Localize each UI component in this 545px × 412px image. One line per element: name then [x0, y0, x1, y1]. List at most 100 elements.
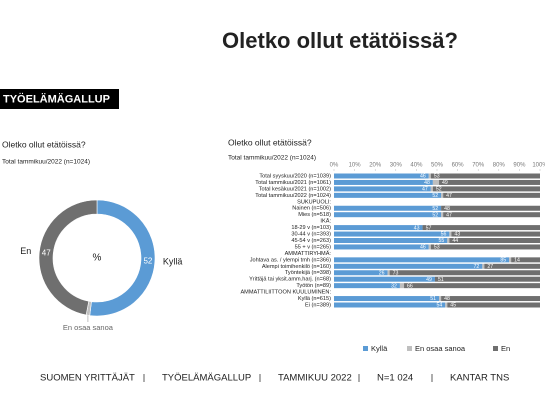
- bar-segment: [430, 244, 540, 250]
- category-label: Total kesäkuu/2021 (n=1002): [259, 186, 331, 192]
- category-label: Alempi toimihenkilö (n=160): [262, 264, 331, 270]
- legend-swatch: [407, 346, 412, 351]
- data-label: 56: [441, 232, 447, 238]
- data-label: 48: [424, 180, 430, 186]
- category-label: Mies (n=518): [298, 212, 331, 218]
- data-label: 73: [393, 270, 399, 276]
- x-tick-label: 20%: [369, 163, 382, 169]
- bar-segment: [449, 231, 452, 237]
- x-tick-label: 70%: [472, 163, 485, 169]
- center-label: %: [93, 253, 102, 264]
- bar-segment: [441, 296, 540, 302]
- bar-segment: [334, 257, 510, 263]
- bar-segment: [511, 257, 540, 263]
- data-label: 46: [420, 245, 426, 251]
- bar-segment: [334, 244, 429, 250]
- bar-segment: [430, 186, 433, 192]
- bar-segment: [443, 212, 540, 218]
- x-tick-label: 80%: [493, 163, 506, 169]
- x-tick-label: 100%: [532, 163, 545, 169]
- bar-segment: [334, 238, 448, 243]
- legend-label: En: [501, 344, 510, 353]
- bar-segment: [441, 205, 540, 211]
- data-label: 55: [439, 238, 445, 244]
- data-label: 52: [432, 206, 438, 212]
- category-label: 18-29 v (n=103): [291, 225, 331, 231]
- category-label: AMMATTILIITTOON KUULUMINEN:: [240, 290, 331, 296]
- data-label: 49: [426, 277, 432, 283]
- data-label: 44: [452, 238, 458, 244]
- data-label: 46: [420, 174, 426, 180]
- chart-subtitle: Total tammikuu/2022 (n=1024): [228, 155, 316, 162]
- bar-segment: [334, 296, 440, 302]
- data-label: 52: [432, 212, 438, 218]
- category-label: Kyllä (n=615): [298, 296, 331, 302]
- data-label: 32: [391, 283, 397, 289]
- footer-item: KANTAR TNS: [450, 373, 509, 384]
- legend-swatch: [363, 346, 368, 351]
- bar-segment: [449, 238, 540, 243]
- brand-box: [0, 89, 119, 109]
- data-label: 53: [434, 174, 440, 180]
- category-label: IKÄ:: [320, 218, 331, 225]
- data-label: 72: [474, 264, 480, 270]
- legend-swatch: [493, 346, 498, 351]
- category-label: 55 + v (n=265): [295, 244, 332, 250]
- footer-item: TAMMIKUU 2022: [278, 373, 352, 384]
- bar-segment: [334, 283, 400, 289]
- bar-segment: [443, 192, 540, 198]
- category-label: Kyllä: [163, 257, 183, 267]
- data-label: 49: [442, 180, 448, 186]
- bar-segment: [445, 302, 448, 308]
- category-label: Total tammikuu/2021 (n=1061): [255, 180, 331, 186]
- legend-label: En osaa sanoa: [415, 344, 466, 353]
- chart-title: Oletko ollut etätöissä?: [2, 139, 86, 149]
- bar-segment: [399, 283, 405, 289]
- data-label: 47: [446, 212, 452, 218]
- data-label: 26: [379, 270, 385, 276]
- bar-segment: [434, 276, 540, 282]
- bar-segment: [334, 173, 429, 179]
- bar-segment: [441, 192, 444, 198]
- bar-segment: [334, 270, 388, 276]
- bar-segment: [428, 244, 431, 250]
- bar-segment: [428, 173, 431, 179]
- x-tick-label: 40%: [410, 163, 423, 169]
- x-tick-label: 30%: [390, 163, 403, 169]
- bar-segment: [447, 238, 450, 243]
- bar-segment: [334, 212, 442, 218]
- category-label: Ei (n=389): [305, 302, 331, 308]
- category-label: SUKUPUOLI:: [297, 199, 331, 205]
- data-label: 48: [444, 296, 450, 302]
- bar-segment: [404, 283, 540, 289]
- data-label: 53: [434, 245, 440, 251]
- data-label: 43: [414, 225, 420, 231]
- chart-title: Oletko ollut etätöissä?: [228, 137, 312, 147]
- data-label: 47: [42, 248, 51, 257]
- bar-segment: [484, 263, 540, 269]
- data-label: 85: [500, 258, 506, 264]
- category-label: Total tammikuu/2022 (n=1024): [255, 193, 331, 199]
- data-label: 45: [450, 303, 456, 309]
- data-label: 27: [487, 264, 493, 270]
- bar-segment: [334, 231, 450, 237]
- x-tick-label: 60%: [452, 163, 465, 169]
- data-label: 52: [432, 193, 438, 199]
- data-label: 43: [454, 232, 460, 238]
- category-label: Työntekijä (n=398): [285, 270, 331, 276]
- category-label: 45-54 v (n=263): [291, 238, 331, 244]
- category-label: En osaa sanoa: [63, 323, 114, 332]
- bar-segment: [430, 173, 540, 179]
- bar-segment: [334, 263, 483, 269]
- category-label: Total syyskuu/2020 (n=1039): [259, 173, 331, 179]
- data-label: 51: [430, 296, 436, 302]
- data-label: 51: [438, 277, 444, 283]
- data-label: 52: [436, 187, 442, 193]
- bar-segment: [334, 192, 442, 198]
- bar-segment: [334, 276, 435, 282]
- category-label: AMMATTIRYHMÄ:: [285, 250, 332, 257]
- bar-segment: [334, 186, 431, 192]
- bar-segment: [334, 179, 433, 185]
- bar-segment: [334, 302, 446, 308]
- category-label: Yrittäjä tai yksit.amm.harj. (n=68): [249, 277, 331, 283]
